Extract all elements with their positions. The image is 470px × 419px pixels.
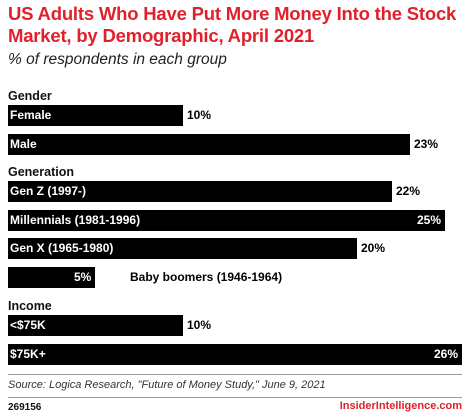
footer-rule-bottom [8, 397, 462, 398]
bar [8, 105, 183, 126]
bar-value-label: 26% [434, 346, 459, 361]
bar-category-label: Female [10, 108, 52, 122]
group-label: Gender [8, 89, 52, 103]
bar-category-label: Gen X (1965-1980) [10, 241, 114, 255]
bar-value-label: 22% [396, 184, 421, 198]
bar-category-label: Baby boomers (1946-1964) [130, 269, 283, 284]
bar [8, 266, 95, 288]
chart-title: US Adults Who Have Put More Money Into t… [8, 3, 457, 46]
footer-rule [8, 374, 462, 375]
bar [8, 238, 357, 259]
bar-value-label: 5% [74, 269, 92, 284]
chart-subtitle: % of respondents in each group [8, 51, 227, 68]
bar-value-label: 10% [187, 318, 212, 332]
chart-id: 269156 [8, 402, 42, 413]
group-label: Income [8, 299, 52, 313]
bar-value-label: 23% [414, 136, 439, 151]
source-note: Source: Logica Research, "Future of Mone… [8, 379, 326, 391]
bar-category-label: Millennials (1981-1996) [10, 212, 141, 227]
bar [8, 133, 410, 155]
group-label: Generation [8, 165, 74, 179]
bar-value-label: 20% [361, 241, 386, 255]
bar-category-label: Male [10, 136, 37, 151]
bar [8, 315, 183, 336]
brand-logo: InsiderIntelligence.com [339, 400, 462, 412]
bar [8, 343, 462, 365]
bar-category-label: Gen Z (1997-) [10, 184, 87, 198]
bar-category-label: $75K+ [10, 346, 46, 361]
bar-category-label: <$75K [10, 318, 46, 332]
bar-value-label: 10% [187, 108, 212, 122]
bar [8, 181, 392, 202]
bar-value-label: 25% [417, 212, 442, 227]
bar [8, 209, 445, 231]
